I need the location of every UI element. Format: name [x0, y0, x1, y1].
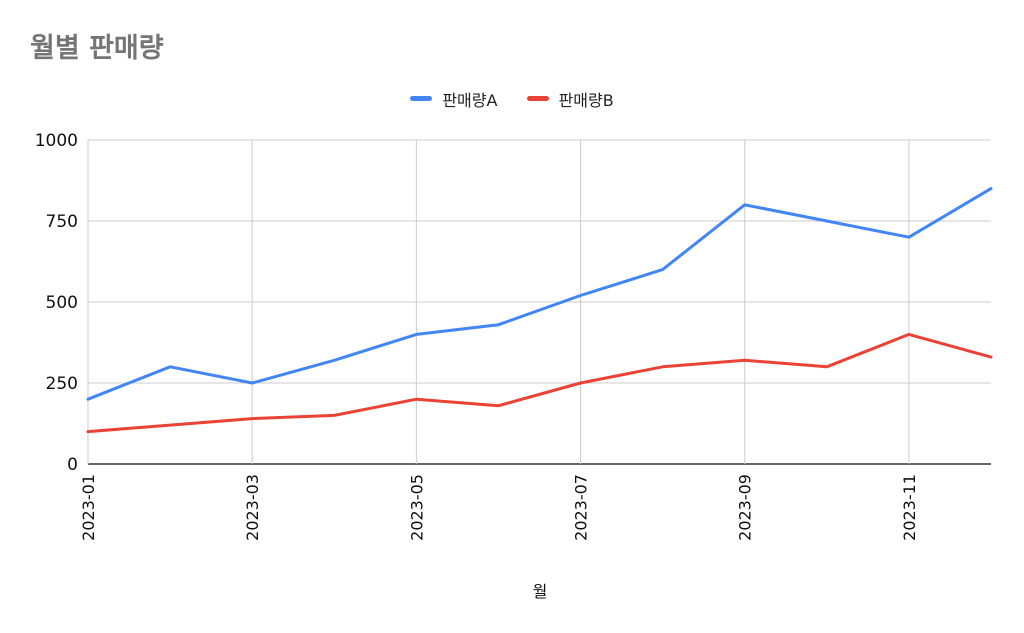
x-tick-label-2: 2023-05 — [407, 474, 426, 541]
chart-title: 월별 판매량 — [30, 33, 164, 64]
series-layer — [86, 187, 993, 434]
grid-layer — [87, 139, 991, 465]
x-tick-label-3: 2023-07 — [572, 474, 591, 541]
legend-item-series-b[interactable]: 판매량B — [526, 87, 614, 111]
series-line-b — [86, 332, 993, 434]
x-tick-label-1: 2023-03 — [243, 474, 262, 541]
legend-item-series-a[interactable]: 판매량A — [410, 87, 497, 111]
legend-swatch-series-a — [410, 96, 433, 101]
legend-swatch-series-b — [526, 96, 549, 101]
legend: 판매량A 판매량B — [0, 86, 1024, 111]
x-tick-label-4: 2023-09 — [736, 474, 755, 541]
x-tick-label-0: 2023-01 — [79, 474, 98, 541]
legend-label-series-a: 판매량A — [442, 90, 498, 110]
x-tick-label-5: 2023-11 — [900, 474, 919, 541]
y-tick-label-1: 250 — [46, 374, 78, 394]
tick-layer: 0 250 500 750 1000 2023-01 2023-03 2023-05 2023-… — [35, 131, 919, 541]
y-tick-label-2: 500 — [46, 293, 78, 313]
y-tick-label-4: 1000 — [35, 131, 78, 151]
legend-label-series-b: 판매량B — [558, 90, 614, 110]
x-axis-title: 월 — [533, 582, 548, 601]
series-line-a — [86, 187, 993, 401]
y-tick-label-0: 0 — [67, 455, 78, 475]
y-tick-label-3: 750 — [46, 212, 78, 232]
